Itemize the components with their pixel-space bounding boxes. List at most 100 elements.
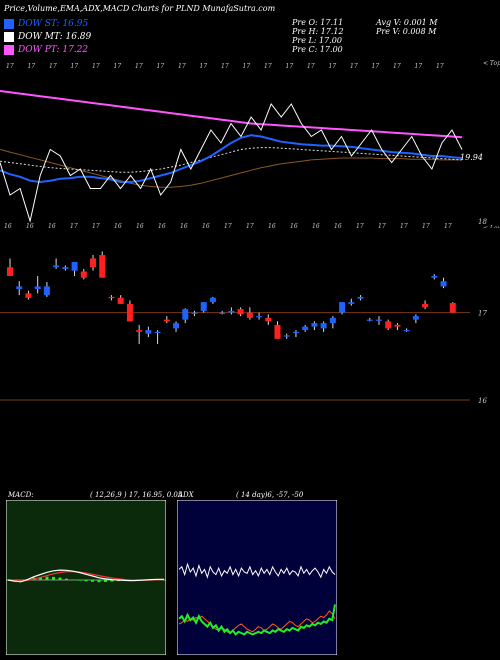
candle-body (329, 317, 336, 324)
candle-body (108, 296, 115, 299)
legend-item-dow-pt: DOW PT: 17.22 (4, 43, 91, 56)
top-marker: 17 (415, 63, 423, 70)
macd-title: MACD: (8, 491, 34, 499)
top-marker: 17 (178, 63, 186, 70)
macd-histogram-bar (39, 577, 42, 580)
candle-body (366, 319, 373, 321)
candle-body (412, 316, 419, 320)
candle-body (145, 330, 152, 334)
volume-stats: Avg V: 0.001 M Pre V: 0.008 M (376, 18, 437, 36)
legend-item-dow-mt: DOW MT: 16.89 (4, 30, 91, 43)
candle-body (403, 330, 410, 332)
candle-body (348, 302, 355, 304)
macd-params: ( 12,26,9 ) 17, 16.95, 0.05 (90, 491, 183, 499)
top-marker: 17 (436, 63, 444, 70)
price-level-label: 16 (478, 397, 487, 405)
macd-histogram-bar (104, 580, 107, 582)
candle-body (449, 303, 456, 313)
macd-histogram-bar (52, 576, 55, 580)
candle-body (25, 293, 32, 298)
adx-line (178, 562, 336, 579)
ema-long-line (0, 90, 463, 139)
low-marker: 16 (312, 223, 320, 228)
candle-body (357, 296, 364, 299)
low-marker: 17 (356, 223, 364, 228)
top-marker: 17 (28, 63, 36, 70)
top-marker: 17 (200, 63, 208, 70)
low-marker: 16 (180, 223, 188, 228)
low-marker: 16 (26, 223, 34, 228)
top-marker: 17 (92, 63, 100, 70)
candle-body (274, 324, 281, 339)
candle-body (126, 303, 133, 322)
macd-header: MACD: ( 12,26,9 ) 17, 16.95, 0.05 (8, 491, 182, 499)
candle-body (200, 302, 207, 311)
minus-di-line (178, 610, 336, 634)
top-marker: 17 (350, 63, 358, 70)
top-marker: 17 (221, 63, 229, 70)
top-marker: 17 (243, 63, 251, 70)
macd-histogram-bar (78, 580, 81, 581)
candle-body (53, 265, 60, 268)
macd-panel (6, 500, 166, 655)
candle-body (173, 323, 180, 329)
top-marker: 17 (307, 63, 315, 70)
low-marker: 16 (158, 223, 166, 228)
lows-label: < Lows (483, 225, 500, 228)
candle-body (375, 319, 382, 321)
low-marker: 17 (224, 223, 232, 228)
candle-body (43, 286, 50, 296)
low-marker: 17 (400, 223, 408, 228)
ema-bottom-level: 18 (478, 218, 487, 226)
candle-body (394, 324, 401, 327)
candle-body (219, 312, 226, 314)
price-level-label: 17 (478, 310, 487, 318)
low-marker: 16 (136, 223, 144, 228)
low-marker: 17 (444, 223, 452, 228)
low-marker: 16 (4, 223, 12, 228)
legend: DOW ST: 16.95 DOW MT: 16.89 DOW PT: 17.2… (4, 17, 91, 56)
candle-body (90, 258, 97, 268)
legend-swatch-dow-mt (4, 31, 14, 42)
low-marker: 16 (334, 223, 342, 228)
ema-panel: 17 17 17 17 17 17 17 17 17 17 17 17 17 17 17 17 17 17 17 17… (0, 60, 500, 228)
candle-body (422, 303, 429, 308)
plus-di-line (178, 604, 336, 636)
candle-body (440, 281, 447, 287)
candle-body (16, 286, 23, 290)
candle-body (136, 330, 143, 332)
stat-prev-open: Pre O: 17.11 (292, 18, 344, 27)
adx-header: ADX ( 14 day)6, -57, -50 (178, 491, 348, 499)
top-marker: 17 (329, 63, 337, 70)
candle-body (385, 321, 392, 329)
low-marker: 17 (246, 223, 254, 228)
stat-prev-high: Pre H: 17.12 (292, 27, 344, 36)
candle-body (191, 312, 198, 314)
stat-prev-close: Pre C: 17.00 (292, 45, 343, 54)
stat-prev-low: Pre L: 17.00 (292, 36, 342, 45)
low-marker: 16 (290, 223, 298, 228)
candle-body (117, 297, 124, 304)
candle-body (283, 335, 290, 337)
macd-histogram-bar (58, 577, 62, 580)
legend-swatch-dow-st (4, 18, 14, 29)
candle-body (163, 319, 170, 322)
candle-body (320, 323, 327, 329)
stat-prev-volume: Pre V: 0.008 M (376, 27, 437, 36)
top-marker: 17 (135, 63, 143, 70)
top-marker: 17 (71, 63, 79, 70)
legend-label-dow-st: DOW ST: 16.95 (18, 18, 89, 29)
top-marker: 17 (286, 63, 294, 70)
adx-params: ( 14 day)6, -57, -50 (236, 491, 304, 499)
macd-histogram-bar (91, 580, 94, 582)
candle-body (62, 267, 69, 269)
ema-last-value: 19.94 (460, 153, 483, 162)
macd-histogram-bar (65, 578, 68, 580)
candle-body (209, 297, 216, 303)
prev-ohlc-stats: Pre O: 17.11 Pre H: 17.12 Pre L: 17.00 P… (292, 18, 344, 54)
candle-body (256, 316, 263, 318)
low-marker: 16 (268, 223, 276, 228)
low-marker: 16 (114, 223, 122, 228)
adx-title: ADX (178, 491, 194, 499)
